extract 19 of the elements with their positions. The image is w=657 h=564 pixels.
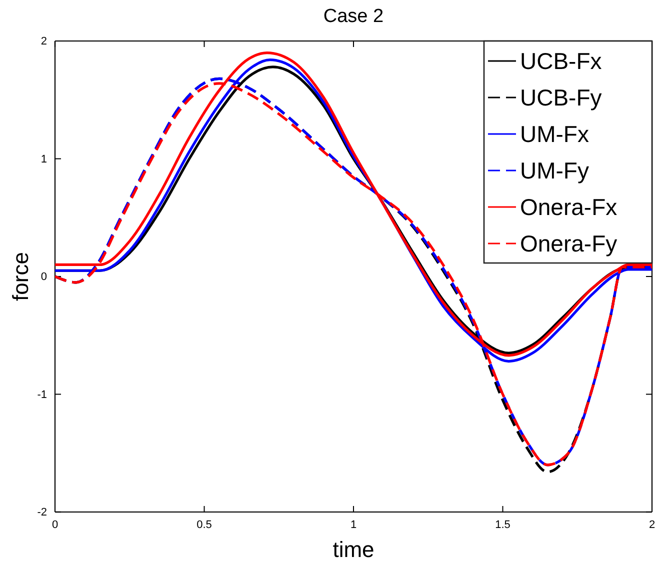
legend-label: UM-Fx — [520, 121, 590, 147]
x-tick-label: 0.5 — [196, 518, 212, 531]
chart-title: Case 2 — [323, 6, 384, 27]
legend-label: UCB-Fy — [520, 84, 602, 110]
y-tick-label: -1 — [37, 388, 47, 401]
y-tick-label: 2 — [40, 36, 47, 48]
legend-label: UCB-Fx — [520, 48, 602, 74]
x-axis-title: time — [332, 537, 374, 562]
x-tick-label: 2 — [648, 518, 656, 531]
x-tick-label: 0 — [52, 518, 58, 531]
y-tick-label: 1 — [40, 153, 47, 166]
legend-label: Onera-Fy — [520, 230, 618, 256]
x-tick-label: 1.5 — [495, 518, 510, 531]
y-tick-label: -2 — [37, 506, 47, 519]
legend-label: Onera-Fx — [520, 194, 618, 220]
legend-label: UM-Fy — [520, 158, 590, 184]
y-tick-label: 0 — [40, 271, 47, 284]
x-tick-label: 1 — [350, 518, 357, 531]
y-axis-title: force — [8, 252, 33, 301]
